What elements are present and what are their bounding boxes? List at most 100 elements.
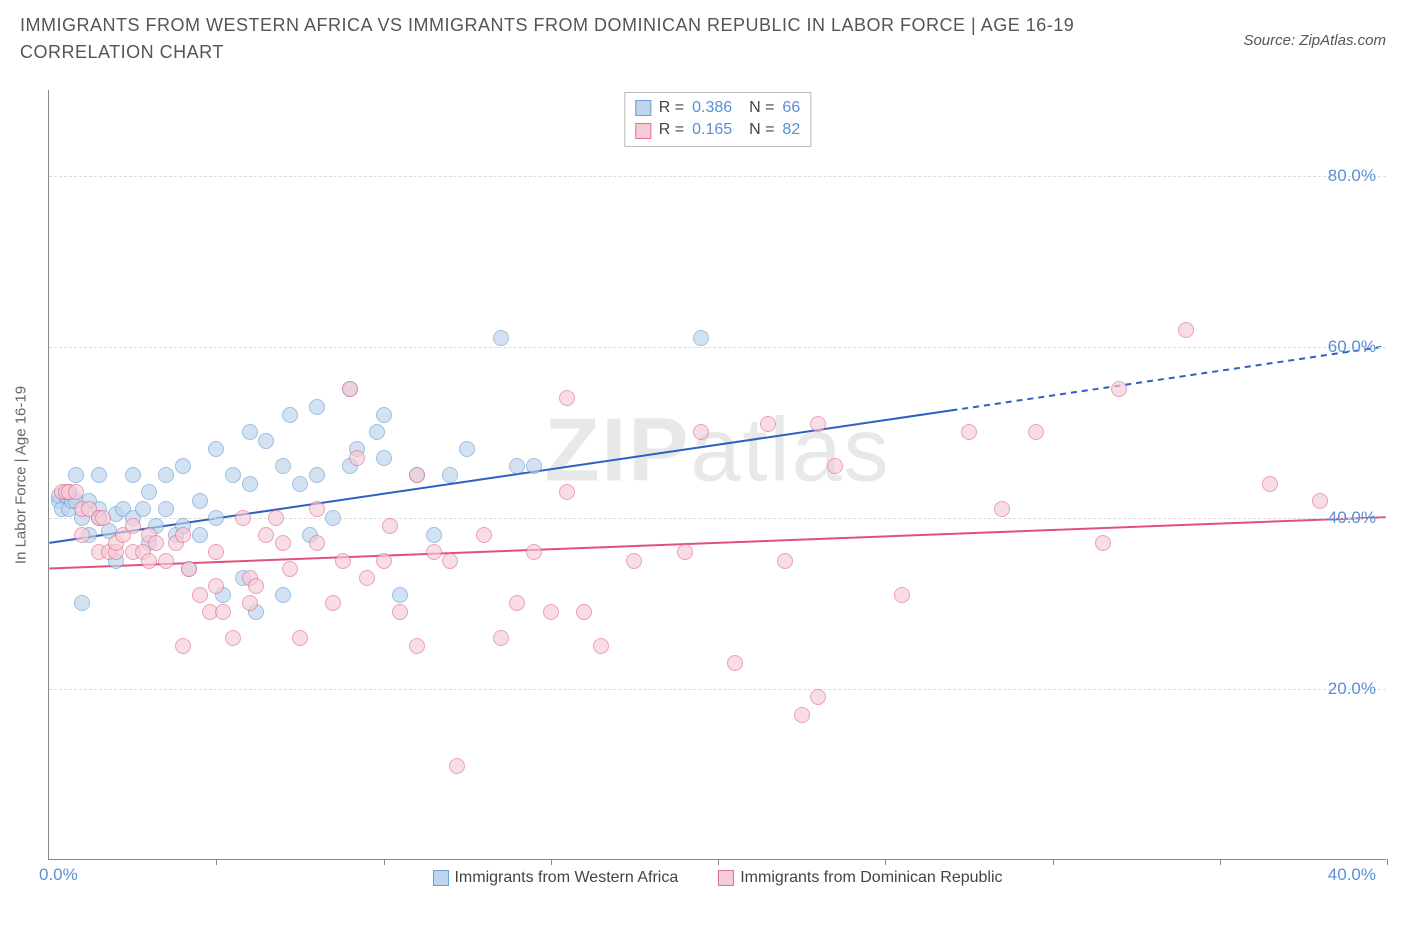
legend-item: Immigrants from Western Africa bbox=[432, 869, 678, 887]
scatter-point bbox=[248, 578, 264, 594]
scatter-point bbox=[426, 527, 442, 543]
scatter-point bbox=[392, 587, 408, 603]
scatter-point bbox=[192, 527, 208, 543]
scatter-point bbox=[192, 587, 208, 603]
scatter-point bbox=[74, 595, 90, 611]
legend-swatch-blue bbox=[432, 870, 448, 886]
scatter-point bbox=[215, 604, 231, 620]
x-tick bbox=[1220, 859, 1221, 865]
scatter-point bbox=[68, 467, 84, 483]
x-tick bbox=[551, 859, 552, 865]
scatter-point bbox=[693, 330, 709, 346]
x-axis-min-label: 0.0% bbox=[39, 865, 78, 885]
scatter-point bbox=[409, 638, 425, 654]
correlation-scatter-chart: ZIPatlas In Labor Force | Age 16-19 0.0%… bbox=[48, 90, 1386, 860]
scatter-point bbox=[349, 450, 365, 466]
scatter-point bbox=[208, 578, 224, 594]
scatter-point bbox=[158, 467, 174, 483]
x-tick bbox=[718, 859, 719, 865]
y-tick-label: 60.0% bbox=[1328, 337, 1376, 357]
scatter-point bbox=[175, 458, 191, 474]
scatter-point bbox=[626, 553, 642, 569]
scatter-point bbox=[158, 501, 174, 517]
scatter-point bbox=[994, 501, 1010, 517]
scatter-point bbox=[593, 638, 609, 654]
x-tick bbox=[384, 859, 385, 865]
scatter-point bbox=[208, 510, 224, 526]
scatter-point bbox=[325, 510, 341, 526]
scatter-point bbox=[74, 527, 90, 543]
scatter-point bbox=[376, 553, 392, 569]
scatter-point bbox=[576, 604, 592, 620]
scatter-point bbox=[225, 630, 241, 646]
scatter-point bbox=[1178, 322, 1194, 338]
scatter-point bbox=[91, 467, 107, 483]
scatter-point bbox=[426, 544, 442, 560]
gridline bbox=[49, 347, 1386, 348]
scatter-point bbox=[677, 544, 693, 560]
scatter-point bbox=[141, 484, 157, 500]
scatter-point bbox=[693, 424, 709, 440]
scatter-point bbox=[376, 407, 392, 423]
scatter-point bbox=[335, 553, 351, 569]
scatter-point bbox=[1312, 493, 1328, 509]
scatter-point bbox=[275, 587, 291, 603]
chart-title: IMMIGRANTS FROM WESTERN AFRICA VS IMMIGR… bbox=[20, 12, 1120, 66]
legend-swatch-pink bbox=[718, 870, 734, 886]
scatter-point bbox=[493, 630, 509, 646]
scatter-point bbox=[543, 604, 559, 620]
scatter-point bbox=[493, 330, 509, 346]
scatter-point bbox=[125, 518, 141, 534]
scatter-point bbox=[292, 630, 308, 646]
scatter-point bbox=[282, 407, 298, 423]
scatter-point bbox=[449, 758, 465, 774]
scatter-point bbox=[1028, 424, 1044, 440]
scatter-point bbox=[309, 535, 325, 551]
scatter-point bbox=[175, 638, 191, 654]
scatter-point bbox=[135, 501, 151, 517]
scatter-point bbox=[258, 527, 274, 543]
scatter-point bbox=[727, 655, 743, 671]
scatter-point bbox=[509, 458, 525, 474]
x-tick bbox=[1387, 859, 1388, 865]
scatter-point bbox=[268, 510, 284, 526]
scatter-point bbox=[382, 518, 398, 534]
scatter-point bbox=[526, 458, 542, 474]
watermark: ZIPatlas bbox=[544, 400, 890, 503]
scatter-point bbox=[258, 433, 274, 449]
scatter-point bbox=[141, 553, 157, 569]
scatter-point bbox=[369, 424, 385, 440]
scatter-point bbox=[192, 493, 208, 509]
scatter-point bbox=[376, 450, 392, 466]
scatter-point bbox=[760, 416, 776, 432]
y-tick-label: 20.0% bbox=[1328, 679, 1376, 699]
y-axis-label: In Labor Force | Age 16-19 bbox=[13, 385, 30, 563]
scatter-point bbox=[342, 381, 358, 397]
scatter-point bbox=[309, 467, 325, 483]
scatter-point bbox=[175, 527, 191, 543]
x-tick bbox=[216, 859, 217, 865]
scatter-point bbox=[225, 467, 241, 483]
scatter-point bbox=[459, 441, 475, 457]
x-tick bbox=[1053, 859, 1054, 865]
scatter-point bbox=[409, 467, 425, 483]
legend-swatch-pink bbox=[635, 123, 651, 139]
scatter-point bbox=[810, 689, 826, 705]
stats-legend-row: R = 0.165 N = 82 bbox=[635, 119, 800, 141]
scatter-point bbox=[282, 561, 298, 577]
scatter-point bbox=[777, 553, 793, 569]
gridline bbox=[49, 689, 1386, 690]
scatter-point bbox=[275, 535, 291, 551]
legend-swatch-blue bbox=[635, 100, 651, 116]
scatter-point bbox=[125, 467, 141, 483]
scatter-point bbox=[95, 510, 111, 526]
gridline bbox=[49, 176, 1386, 177]
scatter-point bbox=[208, 544, 224, 560]
scatter-point bbox=[148, 535, 164, 551]
scatter-point bbox=[242, 424, 258, 440]
scatter-point bbox=[559, 390, 575, 406]
scatter-point bbox=[526, 544, 542, 560]
scatter-point bbox=[442, 467, 458, 483]
y-tick-label: 40.0% bbox=[1328, 508, 1376, 528]
scatter-point bbox=[158, 553, 174, 569]
